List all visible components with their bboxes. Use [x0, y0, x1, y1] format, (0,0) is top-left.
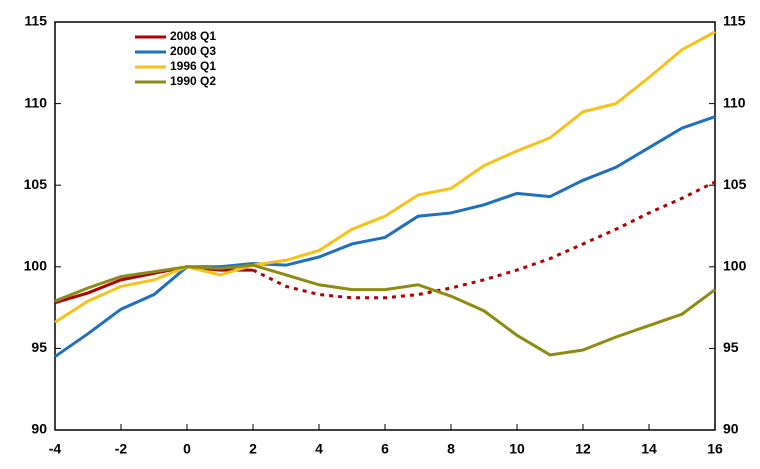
x-tick-label: -2	[115, 441, 128, 457]
x-tick-label: 6	[381, 441, 389, 457]
y-tick-label: 90	[31, 421, 47, 437]
y-tick-label-right: 115	[723, 13, 746, 29]
series-line	[54, 30, 716, 324]
y-tick-label: 105	[24, 176, 48, 192]
legend-label: 2008 Q1	[170, 29, 216, 43]
series-line	[54, 115, 716, 358]
x-tick-label: 2	[249, 441, 257, 457]
y-tick-label-right: 110	[723, 94, 746, 110]
legend-label: 2000 Q3	[170, 44, 216, 58]
y-tick-label: 110	[24, 94, 47, 110]
y-tick-label: 95	[31, 339, 47, 355]
y-tick-label-right: 90	[723, 421, 739, 437]
x-tick-label: 4	[315, 441, 323, 457]
series-line	[252, 180, 716, 300]
y-tick-label: 115	[24, 13, 47, 29]
x-tick-label: -4	[49, 441, 62, 457]
y-tick-label-right: 105	[723, 176, 747, 192]
y-tick-label: 100	[24, 258, 48, 274]
x-tick-label: 14	[641, 441, 657, 457]
series-line	[54, 263, 716, 357]
legend-label: 1990 Q2	[170, 74, 216, 88]
legend-label: 1996 Q1	[170, 59, 216, 73]
y-tick-label-right: 100	[723, 258, 747, 274]
x-tick-label: 16	[707, 441, 723, 457]
x-tick-label: 0	[183, 441, 191, 457]
x-tick-label: 8	[447, 441, 455, 457]
series-line	[54, 265, 253, 305]
x-tick-label: 10	[509, 441, 525, 457]
x-tick-label: 12	[575, 441, 591, 457]
y-tick-label-right: 95	[723, 339, 739, 355]
